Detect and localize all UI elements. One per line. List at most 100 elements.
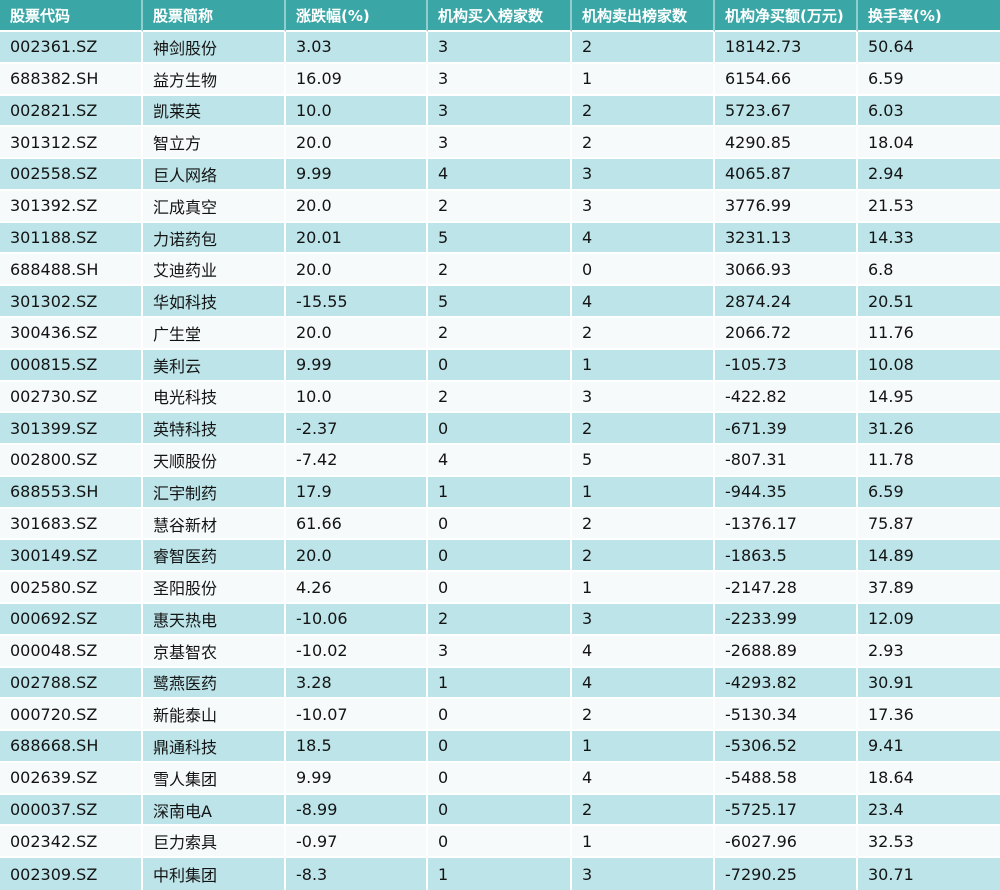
- table-cell-r23-c1: 688668.SH: [0, 731, 143, 763]
- column-header-7: 换手率(%): [858, 0, 1000, 32]
- table-cell-r8-c2: 艾迪药业: [143, 254, 286, 287]
- table-cell-r24-c6: -5488.58: [715, 762, 858, 795]
- table-cell-r6-c6: 3776.99: [715, 190, 858, 223]
- table-cell-r18-c3: 4.26: [286, 572, 428, 604]
- table-cell-r6-c3: 20.0: [286, 190, 428, 223]
- table-cell-r18-c7: 37.89: [858, 572, 1000, 604]
- table-cell-r9-c3: -15.55: [286, 286, 428, 318]
- table-cell-r15-c1: 688553.SH: [0, 476, 143, 509]
- table-cell-r23-c4: 0: [428, 731, 572, 763]
- table-cell-r13-c4: 0: [428, 413, 572, 446]
- table-cell-r17-c2: 睿智医药: [143, 540, 286, 573]
- table-cell-r27-c6: -7290.25: [715, 858, 858, 890]
- table-cell-r2-c2: 益方生物: [143, 63, 286, 96]
- table-cell-r23-c7: 9.41: [858, 731, 1000, 763]
- table-cell-r8-c5: 0: [572, 254, 715, 287]
- table-cell-r26-c2: 巨力索具: [143, 826, 286, 859]
- table-cell-r27-c7: 30.71: [858, 858, 1000, 890]
- table-cell-r17-c1: 300149.SZ: [0, 540, 143, 573]
- table-cell-r19-c1: 000692.SZ: [0, 604, 143, 636]
- table-cell-r1-c6: 18142.73: [715, 32, 858, 64]
- table-cell-r19-c5: 3: [572, 604, 715, 636]
- table-cell-r15-c2: 汇宇制药: [143, 476, 286, 509]
- table-cell-r9-c6: 2874.24: [715, 286, 858, 318]
- table-cell-r15-c3: 17.9: [286, 476, 428, 509]
- table-cell-r26-c7: 32.53: [858, 826, 1000, 859]
- column-header-1: 股票代码: [0, 0, 143, 32]
- table-cell-r10-c6: 2066.72: [715, 318, 858, 350]
- table-cell-r13-c2: 英特科技: [143, 413, 286, 446]
- table-cell-r21-c1: 002788.SZ: [0, 667, 143, 700]
- column-header-4: 机构买入榜家数: [428, 0, 572, 32]
- table-cell-r20-c6: -2688.89: [715, 635, 858, 668]
- column-header-5: 机构卖出榜家数: [572, 0, 715, 32]
- table-cell-r21-c2: 鹭燕医药: [143, 667, 286, 700]
- table-cell-r20-c7: 2.93: [858, 635, 1000, 668]
- table-cell-r20-c1: 000048.SZ: [0, 635, 143, 668]
- table-cell-r10-c4: 2: [428, 318, 572, 350]
- table-cell-r2-c7: 6.59: [858, 63, 1000, 96]
- table-cell-r3-c2: 凯莱英: [143, 95, 286, 128]
- table-cell-r8-c3: 20.0: [286, 254, 428, 287]
- table-cell-r6-c7: 21.53: [858, 190, 1000, 223]
- table-cell-r8-c7: 6.8: [858, 254, 1000, 287]
- table-cell-r5-c6: 4065.87: [715, 159, 858, 191]
- table-cell-r6-c4: 2: [428, 190, 572, 223]
- table-cell-r26-c6: -6027.96: [715, 826, 858, 859]
- table-cell-r21-c4: 1: [428, 667, 572, 700]
- table-cell-r14-c2: 天顺股份: [143, 445, 286, 477]
- table-cell-r7-c6: 3231.13: [715, 222, 858, 255]
- table-cell-r24-c5: 4: [572, 762, 715, 795]
- table-cell-r25-c6: -5725.17: [715, 794, 858, 827]
- table-cell-r15-c5: 1: [572, 476, 715, 509]
- table-cell-r16-c1: 301683.SZ: [0, 508, 143, 541]
- table-cell-r13-c3: -2.37: [286, 413, 428, 446]
- table-cell-r22-c6: -5130.34: [715, 699, 858, 732]
- table-cell-r24-c7: 18.64: [858, 762, 1000, 795]
- column-header-2: 股票简称: [143, 0, 286, 32]
- table-cell-r15-c4: 1: [428, 476, 572, 509]
- table-cell-r11-c6: -105.73: [715, 349, 858, 382]
- table-cell-r6-c5: 3: [572, 190, 715, 223]
- table-cell-r26-c4: 0: [428, 826, 572, 859]
- table-cell-r13-c7: 31.26: [858, 413, 1000, 446]
- table-cell-r27-c1: 002309.SZ: [0, 858, 143, 890]
- table-cell-r21-c5: 4: [572, 667, 715, 700]
- table-cell-r15-c7: 6.59: [858, 476, 1000, 509]
- table-cell-r20-c5: 4: [572, 635, 715, 668]
- table-cell-r4-c3: 20.0: [286, 127, 428, 160]
- table-cell-r3-c5: 2: [572, 95, 715, 128]
- table-cell-r27-c4: 1: [428, 858, 572, 890]
- table-cell-r22-c5: 2: [572, 699, 715, 732]
- table-cell-r10-c2: 广生堂: [143, 318, 286, 350]
- table-cell-r26-c1: 002342.SZ: [0, 826, 143, 859]
- table-cell-r23-c5: 1: [572, 731, 715, 763]
- table-cell-r13-c6: -671.39: [715, 413, 858, 446]
- table-cell-r4-c1: 301312.SZ: [0, 127, 143, 160]
- table-cell-r18-c2: 圣阳股份: [143, 572, 286, 604]
- table-cell-r16-c2: 慧谷新材: [143, 508, 286, 541]
- table-cell-r24-c3: 9.99: [286, 762, 428, 795]
- table-cell-r18-c6: -2147.28: [715, 572, 858, 604]
- table-cell-r4-c6: 4290.85: [715, 127, 858, 160]
- table-cell-r6-c2: 汇成真空: [143, 190, 286, 223]
- table-cell-r3-c7: 6.03: [858, 95, 1000, 128]
- table-cell-r2-c3: 16.09: [286, 63, 428, 96]
- table-cell-r14-c4: 4: [428, 445, 572, 477]
- table-cell-r13-c5: 2: [572, 413, 715, 446]
- table-cell-r24-c2: 雪人集团: [143, 762, 286, 795]
- table-cell-r5-c4: 4: [428, 159, 572, 191]
- table-cell-r10-c7: 11.76: [858, 318, 1000, 350]
- table-cell-r5-c2: 巨人网络: [143, 159, 286, 191]
- table-cell-r11-c1: 000815.SZ: [0, 349, 143, 382]
- table-cell-r15-c6: -944.35: [715, 476, 858, 509]
- table-cell-r4-c5: 2: [572, 127, 715, 160]
- table-cell-r4-c4: 3: [428, 127, 572, 160]
- table-cell-r19-c6: -2233.99: [715, 604, 858, 636]
- table-cell-r12-c6: -422.82: [715, 381, 858, 414]
- table-cell-r17-c5: 2: [572, 540, 715, 573]
- table-cell-r10-c1: 300436.SZ: [0, 318, 143, 350]
- table-cell-r22-c7: 17.36: [858, 699, 1000, 732]
- table-cell-r7-c2: 力诺药包: [143, 222, 286, 255]
